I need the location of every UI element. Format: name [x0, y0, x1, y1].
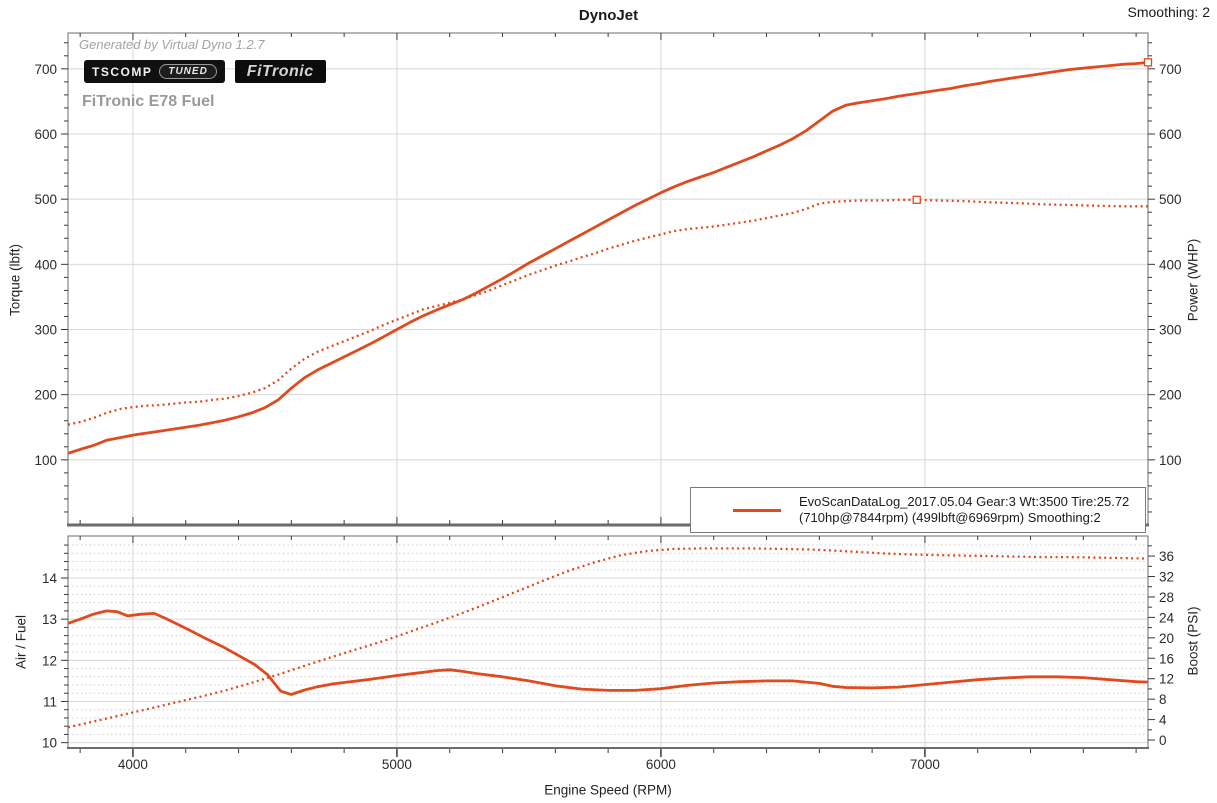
axis-ticks	[61, 33, 1155, 757]
tick-label: 300	[1159, 323, 1182, 338]
tick-label: 36	[1159, 549, 1174, 564]
tick-label: 200	[1159, 388, 1182, 403]
legend-text: EvoScanDataLog_2017.05.04 Gear:3 Wt:3500…	[799, 494, 1129, 526]
power-curve	[67, 60, 1149, 455]
smoothing-label: Smoothing: 2	[1127, 4, 1211, 20]
afr-axis-title: Air / Fuel	[13, 614, 29, 670]
tick-label: 0	[1159, 733, 1167, 748]
tick-label: 6000	[646, 757, 676, 772]
logo-badges: TSCOMP TUNED FiTronic	[84, 60, 326, 83]
page-title: DynoJet	[578, 7, 639, 24]
fitronic-logo-text: FiTronic	[246, 62, 314, 80]
afr-curve	[67, 609, 1149, 696]
panel2-grid	[68, 536, 1148, 748]
tick-label: 20	[1159, 631, 1174, 646]
tuned-logo-text: TUNED	[159, 64, 217, 79]
tick-label: 4	[1159, 713, 1167, 728]
fitronic-logo: FiTronic	[234, 60, 326, 83]
tick-label: 500	[1159, 192, 1182, 207]
tick-label: 500	[34, 192, 57, 207]
peak-markers	[912, 58, 1153, 204]
watermark-text: Generated by Virtual Dyno 1.2.7	[79, 37, 265, 52]
tick-label: 300	[34, 323, 57, 338]
tick-label: 100	[1159, 453, 1182, 468]
panel1-grid	[68, 33, 1148, 525]
legend-box: EvoScanDataLog_2017.05.04 Gear:3 Wt:3500…	[690, 487, 1146, 533]
tscomp-logo-text: TSCOMP	[92, 64, 153, 79]
legend-peaks-info: (710hp@7844rpm) (499lbft@6969rpm) Smooth…	[799, 510, 1101, 525]
x-axis-title: Engine Speed (RPM)	[544, 782, 672, 798]
boost-axis-title: Boost (PSI)	[1185, 606, 1201, 676]
tscomp-logo: TSCOMP TUNED	[84, 60, 225, 83]
tick-label: 700	[34, 62, 57, 77]
tick-label: 7000	[910, 757, 940, 772]
tick-label: 16	[1159, 651, 1174, 666]
tick-label: 4000	[118, 757, 148, 772]
tick-label: 8	[1159, 692, 1167, 707]
tick-label: 600	[1159, 127, 1182, 142]
legend-line-sample	[733, 508, 781, 512]
tick-label: 100	[34, 453, 57, 468]
peak-marker	[912, 195, 921, 204]
tick-label: 14	[42, 571, 58, 586]
torque-curve	[67, 198, 1148, 426]
tick-label: 400	[1159, 257, 1182, 272]
boost-curve	[67, 547, 1149, 729]
tick-label: 12	[42, 653, 57, 668]
tick-label: 5000	[382, 757, 412, 772]
tick-label: 12	[1159, 672, 1174, 687]
run-name-label: FiTronic E78 Fuel	[82, 93, 215, 110]
tick-label: 28	[1159, 590, 1174, 605]
panel-borders	[67, 32, 1149, 749]
tick-label: 13	[42, 612, 57, 627]
tick-label: 32	[1159, 570, 1174, 585]
tick-label: 400	[34, 257, 57, 272]
power-axis-title: Power (WHP)	[1185, 238, 1201, 322]
tick-label: 11	[43, 694, 57, 709]
tick-label: 10	[42, 736, 57, 751]
tick-label: 600	[34, 127, 57, 142]
tick-label: 200	[34, 388, 57, 403]
tick-label: 24	[1159, 610, 1175, 625]
legend-run-info: EvoScanDataLog_2017.05.04 Gear:3 Wt:3500…	[799, 494, 1130, 509]
torque-axis-title: Torque (lbft)	[7, 243, 23, 317]
tick-label: 700	[1159, 62, 1182, 77]
peak-marker	[1143, 58, 1153, 67]
